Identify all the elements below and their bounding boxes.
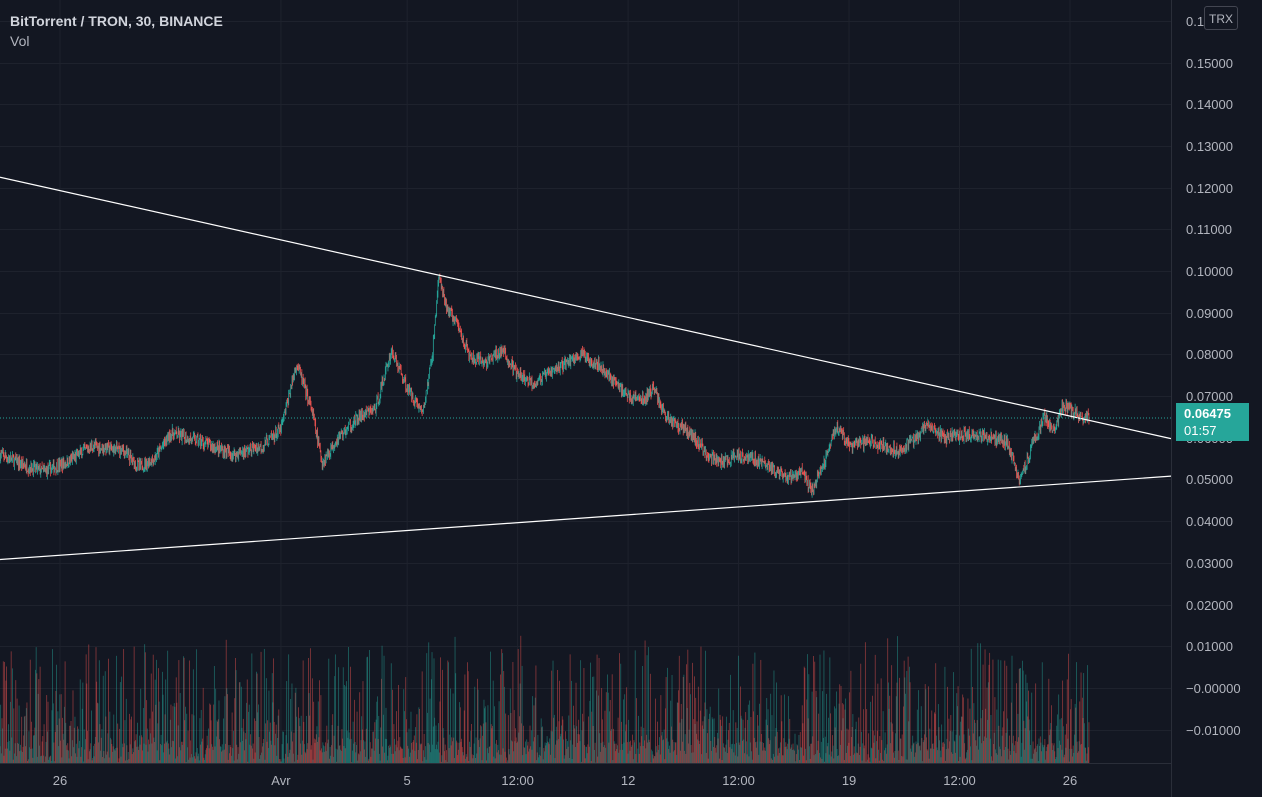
price-axis[interactable]: 0.160000.150000.140000.130000.120000.110…: [1186, 14, 1241, 738]
candles: [0, 273, 1090, 498]
trendline-support: [0, 475, 1172, 561]
price-tick-label: 0.10000: [1186, 264, 1233, 279]
price-tick-label: 0.11000: [1186, 222, 1232, 237]
volume-bars: [0, 635, 1090, 763]
price-tick-label: 0.12000: [1186, 181, 1233, 196]
price-tick-label: 0.03000: [1186, 556, 1233, 571]
trendline-resistance: [0, 176, 1172, 440]
price-tick-label: 0.07000: [1186, 389, 1233, 404]
time-tick-label: 26: [1063, 773, 1077, 788]
last-price-badge: 0.06475 01:57: [1176, 403, 1249, 441]
time-tick-label: 26: [53, 773, 67, 788]
price-tick-label: 0.08000: [1186, 347, 1233, 362]
bar-countdown: 01:57: [1184, 423, 1217, 438]
price-tick-label: −0.01000: [1186, 723, 1241, 738]
price-tick-label: 0.05000: [1186, 472, 1233, 487]
time-axis[interactable]: 26 Avr 5 12:00 12 12:00 19 12:00 26: [53, 773, 1077, 788]
chart-legend: BitTorrent / TRON, 30, BINANCE Vol: [10, 11, 223, 51]
price-tick-label: 0.09000: [1186, 306, 1233, 321]
currency-button[interactable]: TRX: [1204, 6, 1238, 30]
price-tick-label: 0.04000: [1186, 514, 1233, 529]
price-tick-label: 0.02000: [1186, 598, 1233, 613]
price-tick-label: 0.13000: [1186, 139, 1233, 154]
time-tick-label: 12:00: [501, 773, 534, 788]
last-price-value: 0.06475: [1184, 406, 1231, 421]
time-tick-label: 12: [621, 773, 635, 788]
time-tick-label: Avr: [271, 773, 291, 788]
price-tick-label: 0.15000: [1186, 56, 1233, 71]
volume-indicator-label[interactable]: Vol: [10, 33, 30, 49]
grid: [0, 0, 1171, 763]
price-tick-label: −0.00000: [1186, 681, 1241, 696]
trendlines[interactable]: [0, 176, 1172, 561]
price-tick-label: 0.14000: [1186, 97, 1233, 112]
time-tick-label: 12:00: [943, 773, 976, 788]
time-tick-label: 19: [842, 773, 856, 788]
price-tick-label: 0.01000: [1186, 639, 1233, 654]
time-tick-label: 12:00: [722, 773, 755, 788]
time-tick-label: 5: [404, 773, 411, 788]
symbol-title[interactable]: BitTorrent / TRON, 30, BINANCE: [10, 13, 223, 29]
